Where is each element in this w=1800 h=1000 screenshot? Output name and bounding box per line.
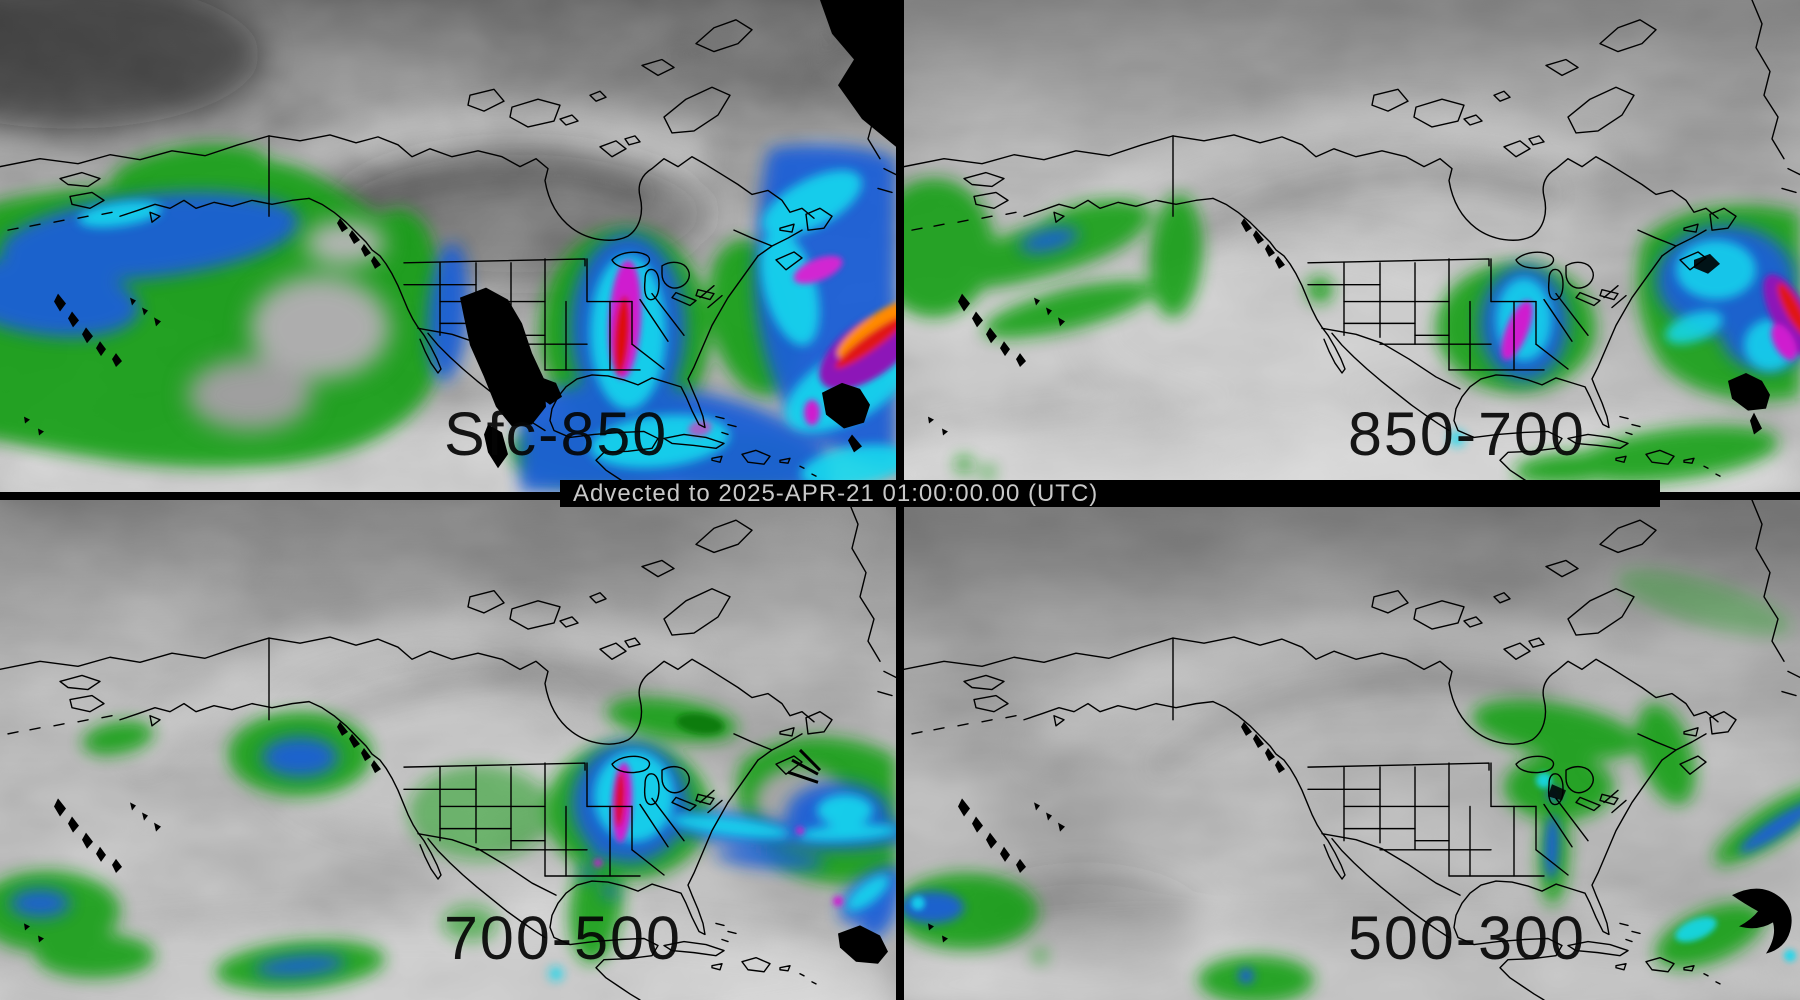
map-panel-850-700: 850-700 (904, 0, 1800, 492)
500-300-map-image (904, 500, 1800, 1000)
panel-label-850-700: 850-700 (1348, 400, 1586, 468)
850-700-map-image (904, 0, 1800, 492)
panel-label-700-500: 700-500 (444, 904, 682, 972)
map-panel-sfc-850: Sfc-850 (0, 0, 896, 492)
map-panel-500-300: 500-300 (904, 500, 1800, 1000)
advection-timestamp-text: Advected to 2025-APR-21 01:00:00.00 (UTC… (573, 479, 1099, 507)
sfc-850-map-image (0, 0, 896, 492)
panel-label-sfc-850: Sfc-850 (444, 400, 669, 468)
advection-timestamp-bar: Advected to 2025-APR-21 01:00:00.00 (UTC… (560, 480, 1660, 507)
700-500-map-image (0, 500, 896, 1000)
panel-label-500-300: 500-300 (1348, 904, 1586, 972)
map-panel-700-500: 700-500 (0, 500, 896, 1000)
